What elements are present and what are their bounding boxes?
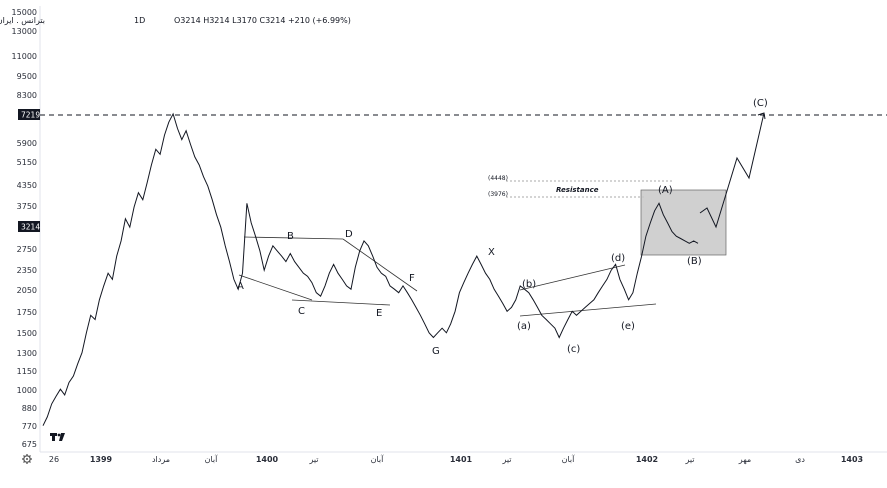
wave-label-c: C [298,306,305,317]
y-tick-label: 2350 [17,266,37,275]
target-zone-box[interactable] [640,189,727,256]
trendline-b-d-lower [519,264,626,291]
price-series-line[interactable] [42,112,699,426]
wave-label-big-c: (C) [753,98,768,109]
x-tick-label: تیر [501,455,511,464]
level-label-3976: (3976) [488,191,508,198]
x-tick-label: 1401 [450,455,473,464]
y-tick-label: 770 [22,422,37,431]
wave-label-d: D [345,229,353,240]
x-tick-label: 1400 [256,455,279,464]
x-tick-label: تیر [308,455,318,464]
price-tag-7219 [18,109,40,120]
x-tick-label: مرداد [152,455,170,464]
x-tick-label: آبان [562,454,576,464]
y-tick-label: 1150 [17,367,37,376]
wave-label-b: B [287,231,294,242]
x-tick-label: آبان [205,454,219,464]
wave-label-sub-e: (e) [621,321,635,332]
price-tag-7219-text: 7219 [21,111,40,120]
wave-label-sub-b: (b) [522,279,536,290]
y-tick-label: 5150 [17,158,37,167]
x-axis-ticks: 26 1399 مرداد آبان 1400 تیر آبان 1401 تیر آبان 140… [49,454,863,464]
trendline-d-f [342,238,418,292]
y-tick-label: 11000 [12,52,37,61]
wave-label-f: F [409,273,415,284]
trendline-a-c [238,274,313,301]
wave-label-sub-c: (c) [567,344,580,355]
y-tick-label: 8300 [17,91,37,100]
projection-path [699,112,765,229]
trendline-a-e-lower [519,303,657,317]
x-tick-label: تیر [684,455,694,464]
x-tick-label: آبان [371,454,385,464]
ohlc-readout: O3214 H3214 L3170 C3214 +210 (+6.99%) [174,16,351,25]
symbol-name[interactable]: بترانس . ایران ترانسفو [0,16,45,25]
gear-icon[interactable] [22,454,32,464]
resistance-label: Resistance [556,186,599,194]
wave-label-g: G [432,346,440,357]
x-tick-label: 1403 [841,455,863,464]
wave-label-x: X [488,247,495,258]
x-tick-label: دی [795,455,805,464]
interval-label[interactable]: 1D [134,16,145,25]
y-tick-label: 2050 [17,286,37,295]
y-axis-ticks: 15000 13000 11000 9500 8300 7219 5900 5150 4350 3… [12,8,37,449]
trendline-c-e [291,299,391,306]
y-tick-label: 1750 [17,308,37,317]
y-tick-label: 675 [22,440,37,449]
y-tick-label: 15000 [12,8,37,17]
trendline-b-d [243,236,344,240]
wave-label-e: E [376,308,382,319]
y-tick-label: 5900 [17,139,37,148]
tradingview-logo-icon[interactable] [50,433,65,441]
x-tick-label: 1399 [90,455,113,464]
x-tick-label: مهر [738,455,751,464]
y-tick-label: 13000 [12,27,37,36]
x-tick-label: 26 [49,455,59,464]
x-tick-label: 1402 [636,455,658,464]
y-tick-label: 9500 [17,72,37,81]
level-label-4448: (4448) [488,175,508,182]
wave-label-sub-a: (a) [517,321,531,332]
wave-label-big-a: (A) [658,185,673,196]
y-tick-label: 1500 [17,329,37,338]
wave-label-a: A [237,281,244,292]
wave-label-sub-d: (d) [611,253,625,264]
y-tick-label: 1000 [17,386,37,395]
price-tag-3214-text: 3214 [21,223,40,232]
y-tick-label: 4350 [17,181,37,190]
price-tag-3214 [18,221,40,232]
y-tick-label: 3750 [17,202,37,211]
y-tick-label: 1300 [17,349,37,358]
y-tick-label: 880 [22,404,37,413]
y-tick-label: 2750 [17,245,37,254]
wave-label-big-b: (B) [687,256,702,267]
projection-arrow-head [757,112,766,120]
